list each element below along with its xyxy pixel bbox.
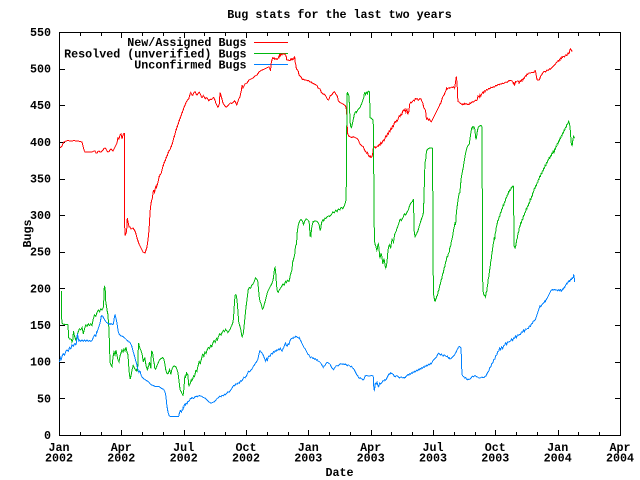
- svg-text:50: 50: [37, 392, 51, 406]
- svg-text:Apr: Apr: [609, 441, 630, 455]
- svg-text:Apr: Apr: [111, 441, 132, 455]
- svg-text:New/Assigned Bugs: New/Assigned Bugs: [127, 36, 246, 50]
- svg-text:150: 150: [30, 319, 51, 333]
- svg-text:2003: 2003: [419, 452, 447, 466]
- svg-text:Date: Date: [325, 466, 353, 480]
- svg-text:550: 550: [30, 26, 51, 40]
- svg-text:2002: 2002: [232, 452, 260, 466]
- svg-text:350: 350: [30, 172, 51, 186]
- svg-text:Resolved (unverified) Bugs: Resolved (unverified) Bugs: [64, 47, 246, 61]
- svg-text:Jan: Jan: [547, 441, 568, 455]
- svg-text:250: 250: [30, 246, 51, 260]
- svg-text:Oct: Oct: [485, 441, 506, 455]
- svg-text:2002: 2002: [107, 452, 135, 466]
- svg-text:2003: 2003: [481, 452, 509, 466]
- svg-text:Unconfirmed Bugs: Unconfirmed Bugs: [134, 58, 246, 72]
- svg-text:300: 300: [30, 209, 51, 223]
- svg-text:2004: 2004: [544, 452, 572, 466]
- svg-text:2003: 2003: [294, 452, 322, 466]
- svg-text:Apr: Apr: [360, 441, 381, 455]
- svg-text:400: 400: [30, 136, 51, 150]
- svg-text:2002: 2002: [45, 452, 73, 466]
- svg-text:200: 200: [30, 282, 51, 296]
- svg-text:2003: 2003: [357, 452, 385, 466]
- svg-text:Oct: Oct: [235, 441, 256, 455]
- svg-text:Bugs: Bugs: [21, 219, 35, 247]
- svg-text:Jul: Jul: [173, 441, 194, 455]
- svg-text:100: 100: [30, 356, 51, 370]
- svg-text:Jan: Jan: [298, 441, 319, 455]
- svg-text:2004: 2004: [606, 452, 634, 466]
- svg-text:450: 450: [30, 99, 51, 113]
- svg-text:Bug stats for the last two yea: Bug stats for the last two years: [227, 8, 451, 22]
- svg-text:500: 500: [30, 63, 51, 77]
- svg-text:Jul: Jul: [422, 441, 443, 455]
- svg-text:2002: 2002: [170, 452, 198, 466]
- svg-text:Jan: Jan: [48, 441, 69, 455]
- svg-text:0: 0: [44, 429, 51, 443]
